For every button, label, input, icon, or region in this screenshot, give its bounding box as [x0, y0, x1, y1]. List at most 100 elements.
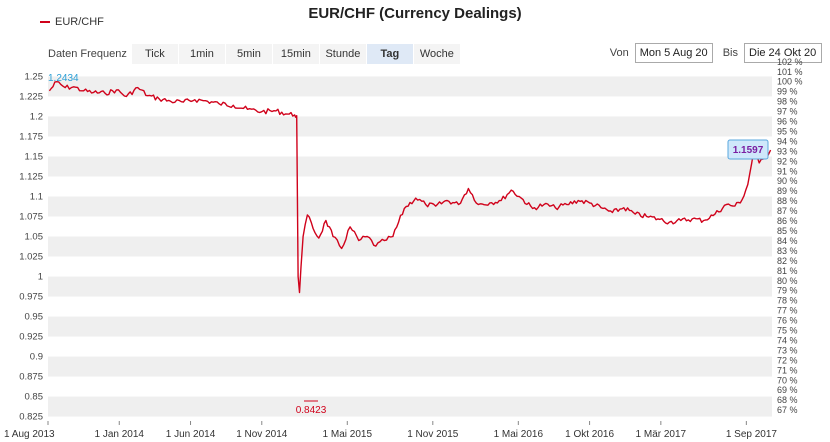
grid-band	[48, 316, 772, 337]
y-tick-label: 1.25	[25, 71, 44, 82]
y-right-tick-label: 99 %	[777, 87, 798, 97]
y-right-tick-label: 90 %	[777, 176, 798, 186]
y-right-tick-label: 74 %	[777, 335, 798, 345]
grid-band	[48, 356, 772, 377]
y-tick-label: 0.975	[19, 292, 43, 303]
y-tick-label: 1.15	[25, 151, 44, 162]
y-right-tick-label: 73 %	[777, 345, 798, 355]
grid-band	[48, 116, 772, 137]
x-tick-label: 1 Okt 2016	[565, 429, 614, 440]
y-right-tick-label: 77 %	[777, 306, 798, 316]
y-tick-label: 1.225	[19, 91, 43, 102]
x-tick-label: 1 Jun 2014	[166, 429, 216, 440]
y-right-tick-label: 89 %	[777, 186, 798, 196]
y-right-tick-label: 81 %	[777, 266, 798, 276]
y-tick-label: 0.95	[25, 312, 44, 323]
y-right-tick-label: 75 %	[777, 326, 798, 336]
legend[interactable]: EUR/CHF	[40, 16, 104, 28]
chart-title: EUR/CHF (Currency Dealings)	[308, 5, 522, 22]
y-right-tick-label: 83 %	[777, 246, 798, 256]
grid-band	[48, 276, 772, 297]
y-right-tick-label: 102 %	[777, 57, 803, 67]
y-tick-label: 1.125	[19, 171, 43, 182]
freq-button-1min[interactable]: 1min	[178, 44, 225, 64]
y-right-tick-label: 86 %	[777, 216, 798, 226]
y-right-tick-label: 88 %	[777, 196, 798, 206]
y-tick-label: 1.2	[30, 111, 43, 122]
y-tick-label: 1.05	[25, 232, 44, 243]
grid-band	[48, 396, 772, 417]
last-value-label: 1.1597	[733, 145, 764, 156]
freq-button-tick[interactable]: Tick	[131, 44, 178, 64]
y-right-tick-label: 87 %	[777, 206, 798, 216]
y-right-tick-label: 100 %	[777, 77, 803, 87]
y-tick-label: 0.9	[30, 352, 43, 363]
y-tick-label: 1.175	[19, 131, 43, 142]
grid-band	[48, 196, 772, 217]
frequency-toolbar: Daten Frequenz Tick 1min 5min 15min Stun…	[48, 44, 460, 64]
x-tick-label: 1 Jan 2014	[95, 429, 145, 440]
y-right-tick-label: 78 %	[777, 296, 798, 306]
y-tick-label: 0.825	[19, 412, 43, 423]
y-right-tick-label: 94 %	[777, 136, 798, 146]
min-value-label: 0.8423	[296, 405, 327, 416]
y-right-tick-label: 68 %	[777, 395, 798, 405]
annotations: 1.2434 0.8423 1.1597	[48, 73, 769, 416]
grid-band	[48, 76, 772, 97]
x-tick-label: 1 Nov 2014	[236, 429, 288, 440]
legend-swatch	[40, 21, 50, 23]
max-value-label: 1.2434	[48, 73, 79, 84]
y-right-tick-label: 93 %	[777, 146, 798, 156]
y-right-tick-label: 98 %	[777, 97, 798, 107]
x-tick-label: 1 Mai 2015	[323, 429, 373, 440]
y-right-tick-label: 80 %	[777, 276, 798, 286]
y-tick-label: 1.075	[19, 212, 43, 223]
x-tick-label: 1 Mai 2016	[494, 429, 544, 440]
y-tick-label: 1.025	[19, 252, 43, 263]
y-right-tick-label: 92 %	[777, 156, 798, 166]
to-date-input[interactable]	[744, 43, 822, 63]
y-right-tick-label: 70 %	[777, 375, 798, 385]
last-value-box	[727, 139, 769, 160]
y-tick-label: 0.85	[25, 392, 44, 403]
series-line	[48, 81, 772, 294]
x-tick-label: 1 Aug 2013	[4, 429, 55, 440]
grid-band	[48, 156, 772, 177]
y-tick-label: 0.925	[19, 332, 43, 343]
legend-label: EUR/CHF	[55, 16, 104, 28]
y-right-tick-label: 71 %	[777, 365, 798, 375]
y-right-tick-label: 79 %	[777, 286, 798, 296]
x-axis: 1 Aug 2013 1 Jan 2014 1 Jun 2014 1 Nov 2014…	[4, 421, 777, 440]
grid-bands	[48, 76, 772, 417]
y-right-tick-label: 97 %	[777, 107, 798, 117]
y-axis-right: 102 %101 %100 %99 %98 %97 %96 %95 %94 %9…	[777, 57, 803, 415]
x-tick-label: 1 Mär 2017	[636, 429, 687, 440]
y-right-tick-label: 69 %	[777, 385, 798, 395]
y-tick-label: 0.875	[19, 372, 43, 383]
y-right-tick-label: 85 %	[777, 226, 798, 236]
y-right-tick-label: 76 %	[777, 316, 798, 326]
from-date-input[interactable]	[634, 43, 713, 63]
frequency-label: Daten Frequenz	[48, 48, 127, 60]
freq-button-stunde[interactable]: Stunde	[319, 44, 366, 64]
x-tick-label: 1 Sep 2017	[726, 429, 778, 440]
freq-button-15min[interactable]: 15min	[272, 44, 319, 64]
grid-band	[48, 236, 772, 257]
y-right-tick-label: 82 %	[777, 256, 798, 266]
freq-button-5min[interactable]: 5min	[225, 44, 272, 64]
y-axis-left: 1.25 1.225 1.2 1.175 1.15 1.125 1.1 1.075 1.05 1.…	[19, 71, 43, 422]
y-right-tick-label: 96 %	[777, 117, 798, 127]
date-range: Von Bis	[600, 43, 822, 63]
y-right-tick-label: 95 %	[777, 126, 798, 136]
to-label: Bis	[722, 47, 738, 59]
y-right-tick-label: 101 %	[777, 67, 803, 77]
x-tick-label: 1 Nov 2015	[407, 429, 459, 440]
y-right-tick-label: 84 %	[777, 236, 798, 246]
series-eur-chf	[48, 81, 772, 294]
freq-button-tag[interactable]: Tag	[366, 44, 413, 64]
y-tick-label: 1	[38, 272, 43, 283]
y-right-tick-label: 67 %	[777, 405, 798, 415]
freq-button-woche[interactable]: Woche	[413, 44, 460, 64]
y-tick-label: 1.1	[30, 191, 43, 202]
